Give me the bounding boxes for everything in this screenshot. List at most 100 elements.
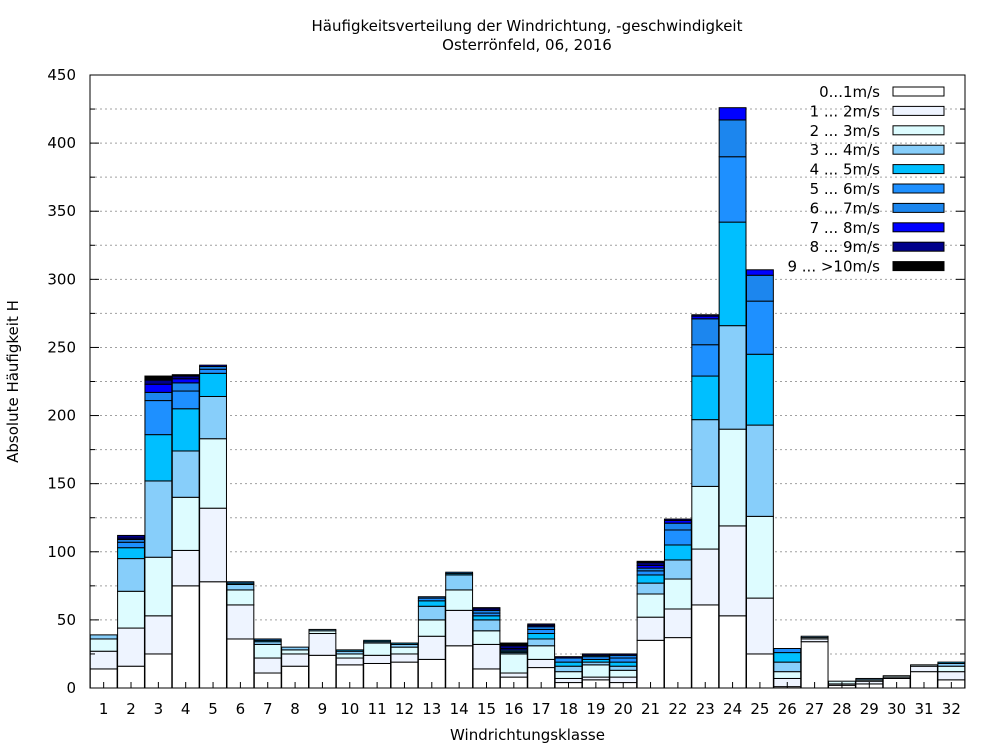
legend-swatch: [892, 222, 945, 233]
bar-segment: [663, 518, 692, 521]
bar-segment: [937, 671, 966, 681]
bar-segment: [746, 597, 774, 655]
bar-segment: [554, 661, 583, 667]
y-tick-label: 350: [47, 202, 76, 220]
chart-title: Häufigkeitsverteilung der Windrichtung, …: [311, 17, 743, 35]
bar-segment: [663, 522, 692, 531]
legend-swatch: [892, 105, 945, 116]
bar-segment: [144, 379, 173, 385]
bar-segment: [281, 646, 309, 651]
bar-segment: [417, 605, 446, 621]
bar-segment: [663, 544, 692, 561]
x-tick-label: 19: [586, 700, 605, 718]
legend-item: 9 ... >10m/s: [787, 258, 945, 276]
y-tick-label: 150: [47, 475, 76, 493]
bar-segment: [581, 653, 610, 656]
bar-segment: [636, 593, 665, 618]
y-tick-label: 400: [47, 134, 76, 152]
y-tick-label: 450: [47, 66, 76, 84]
bar-segment: [718, 525, 747, 617]
legend-item: 3 ... 4m/s: [810, 141, 945, 159]
bar-stack-12: [390, 642, 419, 689]
bar-segment: [746, 353, 774, 426]
bar-segment: [445, 574, 474, 591]
bar-segment: [773, 652, 802, 663]
y-tick-label: 300: [47, 270, 76, 288]
bar-segment: [390, 642, 419, 645]
bar-segment: [144, 375, 173, 381]
x-tick-label: 10: [340, 700, 359, 718]
bar-segment: [472, 607, 501, 610]
y-axis-label: Absolute Häufigkeit H: [4, 300, 22, 463]
bar-segment: [89, 634, 118, 640]
bar-segment: [171, 450, 200, 498]
bar-stack-1: [89, 634, 118, 689]
bar-segment: [89, 638, 118, 652]
bar-segment: [117, 534, 145, 539]
x-tick-label: 18: [559, 700, 578, 718]
x-tick-label: 31: [914, 700, 933, 718]
x-tick-label: 22: [668, 700, 687, 718]
bar-segment: [554, 656, 583, 659]
legend-swatch: [892, 202, 945, 213]
bar-segment: [335, 649, 364, 652]
bar-segment: [144, 556, 173, 617]
legend-label: 8 ... 9m/s: [810, 238, 881, 256]
bar-segment: [117, 590, 145, 629]
bar-segment: [773, 647, 802, 654]
bar-segment: [691, 318, 720, 346]
x-tick-label: 8: [290, 700, 300, 718]
bar-segment: [144, 400, 173, 436]
legend-swatch: [892, 241, 945, 252]
bar-segment: [144, 615, 173, 655]
bar-segment: [117, 627, 145, 667]
bar-segment: [855, 677, 884, 681]
bar-segment: [335, 657, 364, 666]
bar-segment: [117, 541, 145, 549]
x-tick-label: 32: [942, 700, 961, 718]
legend-swatch: [892, 86, 945, 97]
bar-segment: [335, 653, 364, 659]
bar-stack-25: [746, 269, 774, 689]
legend-item: 6 ... 7m/s: [810, 199, 945, 217]
bar-stack-31: [910, 664, 938, 689]
bar-segment: [226, 604, 255, 640]
bar-segment: [171, 390, 200, 410]
bar-segment: [472, 630, 501, 645]
y-tick-label: 200: [47, 407, 76, 425]
legend: 0...1m/s1 ... 2m/s 2 ... 3m/s3 ... 4m/s 4 …: [787, 83, 945, 276]
bar-segment: [554, 677, 583, 684]
bar-segment: [937, 661, 966, 664]
bar-stack-10: [335, 649, 364, 689]
bar-segment: [663, 578, 692, 610]
bar-segment: [609, 665, 638, 671]
x-tick-label: 30: [887, 700, 906, 718]
bar-segment: [363, 642, 392, 656]
y-tick-label: 50: [57, 611, 76, 629]
bar-segment: [417, 596, 446, 599]
bar-segment: [171, 585, 200, 689]
bar-segment: [445, 589, 474, 611]
x-axis-ticks: 1 2 3 4 5 6 7 8 9 10 11 12 13 14 15 16 17 18 19 20 21 22 23 24 2…: [99, 682, 961, 718]
x-tick-label: 17: [532, 700, 551, 718]
legend-swatch: [892, 164, 945, 175]
bar-stack-3: [144, 375, 173, 689]
x-tick-label: 21: [641, 700, 660, 718]
bar-stack-7: [253, 638, 282, 689]
y-axis-ticks: 0 50 100 150 200 250 300 350 400 450: [47, 66, 965, 697]
x-tick-label: 6: [236, 700, 246, 718]
legend-label: 7 ... 8m/s: [810, 219, 881, 237]
bar-segment: [171, 496, 200, 551]
bar-segment: [609, 661, 638, 667]
bar-segment: [691, 548, 720, 606]
bar-segment: [691, 604, 720, 689]
legend-swatch: [892, 125, 945, 136]
bar-stack-5: [199, 364, 227, 689]
bar-segment: [882, 675, 911, 678]
bar-segment: [171, 382, 200, 392]
bar-segment: [691, 485, 720, 550]
bar-segment: [746, 274, 774, 302]
bar-segment: [253, 643, 282, 659]
bar-segment: [691, 314, 720, 317]
